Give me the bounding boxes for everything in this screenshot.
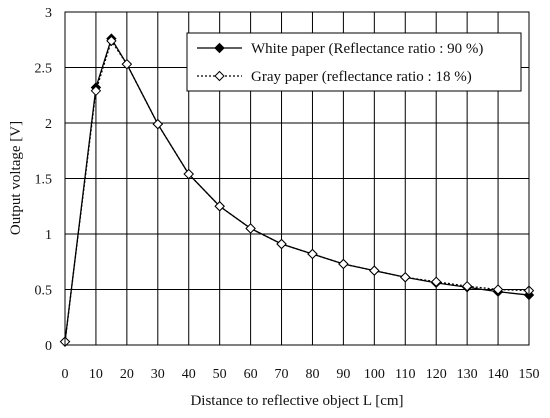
data-point-gray-paper: [492, 284, 504, 295]
x-tick-label: 60: [244, 367, 258, 382]
data-point-gray-paper: [369, 265, 380, 276]
legend-box: [186, 32, 522, 92]
y-tick-label: 0.5: [35, 284, 53, 299]
x-tick-label: 110: [395, 367, 415, 382]
data-point-gray-paper: [338, 258, 349, 270]
legend-label-white: White paper (Reflectance ratio : 90 %): [251, 41, 483, 57]
x-tick-label: 40: [182, 367, 196, 382]
x-tick-label: 10: [89, 367, 103, 382]
x-tick-labels: 0 10 20 30 40 50 60 70 80 90 100 110 120 130 140 150: [62, 367, 540, 382]
data-point-gray-paper: [152, 118, 164, 130]
data-point-gray-paper: [106, 35, 117, 47]
data-point-gray-paper: [461, 280, 473, 292]
x-tick-label: 80: [305, 367, 319, 382]
y-tick-label: 2.5: [35, 62, 53, 77]
data-point-gray-paper: [183, 168, 194, 180]
y-tick-label: 1: [45, 228, 52, 243]
y-tick-labels: 0 0.5 1 1.5 2 2.5 3: [35, 6, 53, 354]
data-point-gray-paper: [430, 276, 442, 287]
legend-marker-white: [214, 42, 225, 54]
x-tick-label: 120: [426, 367, 447, 382]
data-point-gray-paper: [276, 238, 287, 250]
data-point-gray-paper: [121, 58, 133, 70]
x-tick-label: 70: [275, 367, 289, 382]
y-axis-title: Output voltage [V]: [8, 121, 24, 235]
y-tick-label: 2: [45, 117, 52, 132]
x-tick-label: 90: [336, 367, 350, 382]
x-tick-label: 20: [120, 367, 134, 382]
legend-marker-gray: [214, 70, 225, 82]
x-tick-label: 100: [364, 367, 385, 382]
y-tick-label: 1.5: [35, 173, 53, 188]
x-tick-label: 140: [488, 367, 509, 382]
plot-frame: [64, 11, 530, 346]
data-point-gray-paper: [214, 201, 225, 212]
x-tick-label: 130: [457, 367, 478, 382]
legend-label-gray: Gray paper (reflectance ratio : 18 %): [251, 69, 472, 85]
x-axis-title: Distance to reflective object L [cm]: [190, 393, 403, 409]
x-tick-label: 50: [213, 367, 227, 382]
y-tick-label: 0: [45, 339, 52, 354]
x-tick-label: 150: [519, 367, 540, 382]
data-point-gray-paper: [400, 272, 411, 283]
legend: White paper (Reflectance ratio : 90 %) G…: [186, 32, 522, 92]
data-point-gray-paper: [307, 248, 318, 260]
y-tick-label: 3: [45, 6, 52, 21]
x-tick-label: 0: [62, 367, 69, 382]
data-point-gray-paper: [245, 223, 256, 234]
data-point-gray-paper: [90, 85, 102, 97]
x-tick-label: 30: [151, 367, 165, 382]
